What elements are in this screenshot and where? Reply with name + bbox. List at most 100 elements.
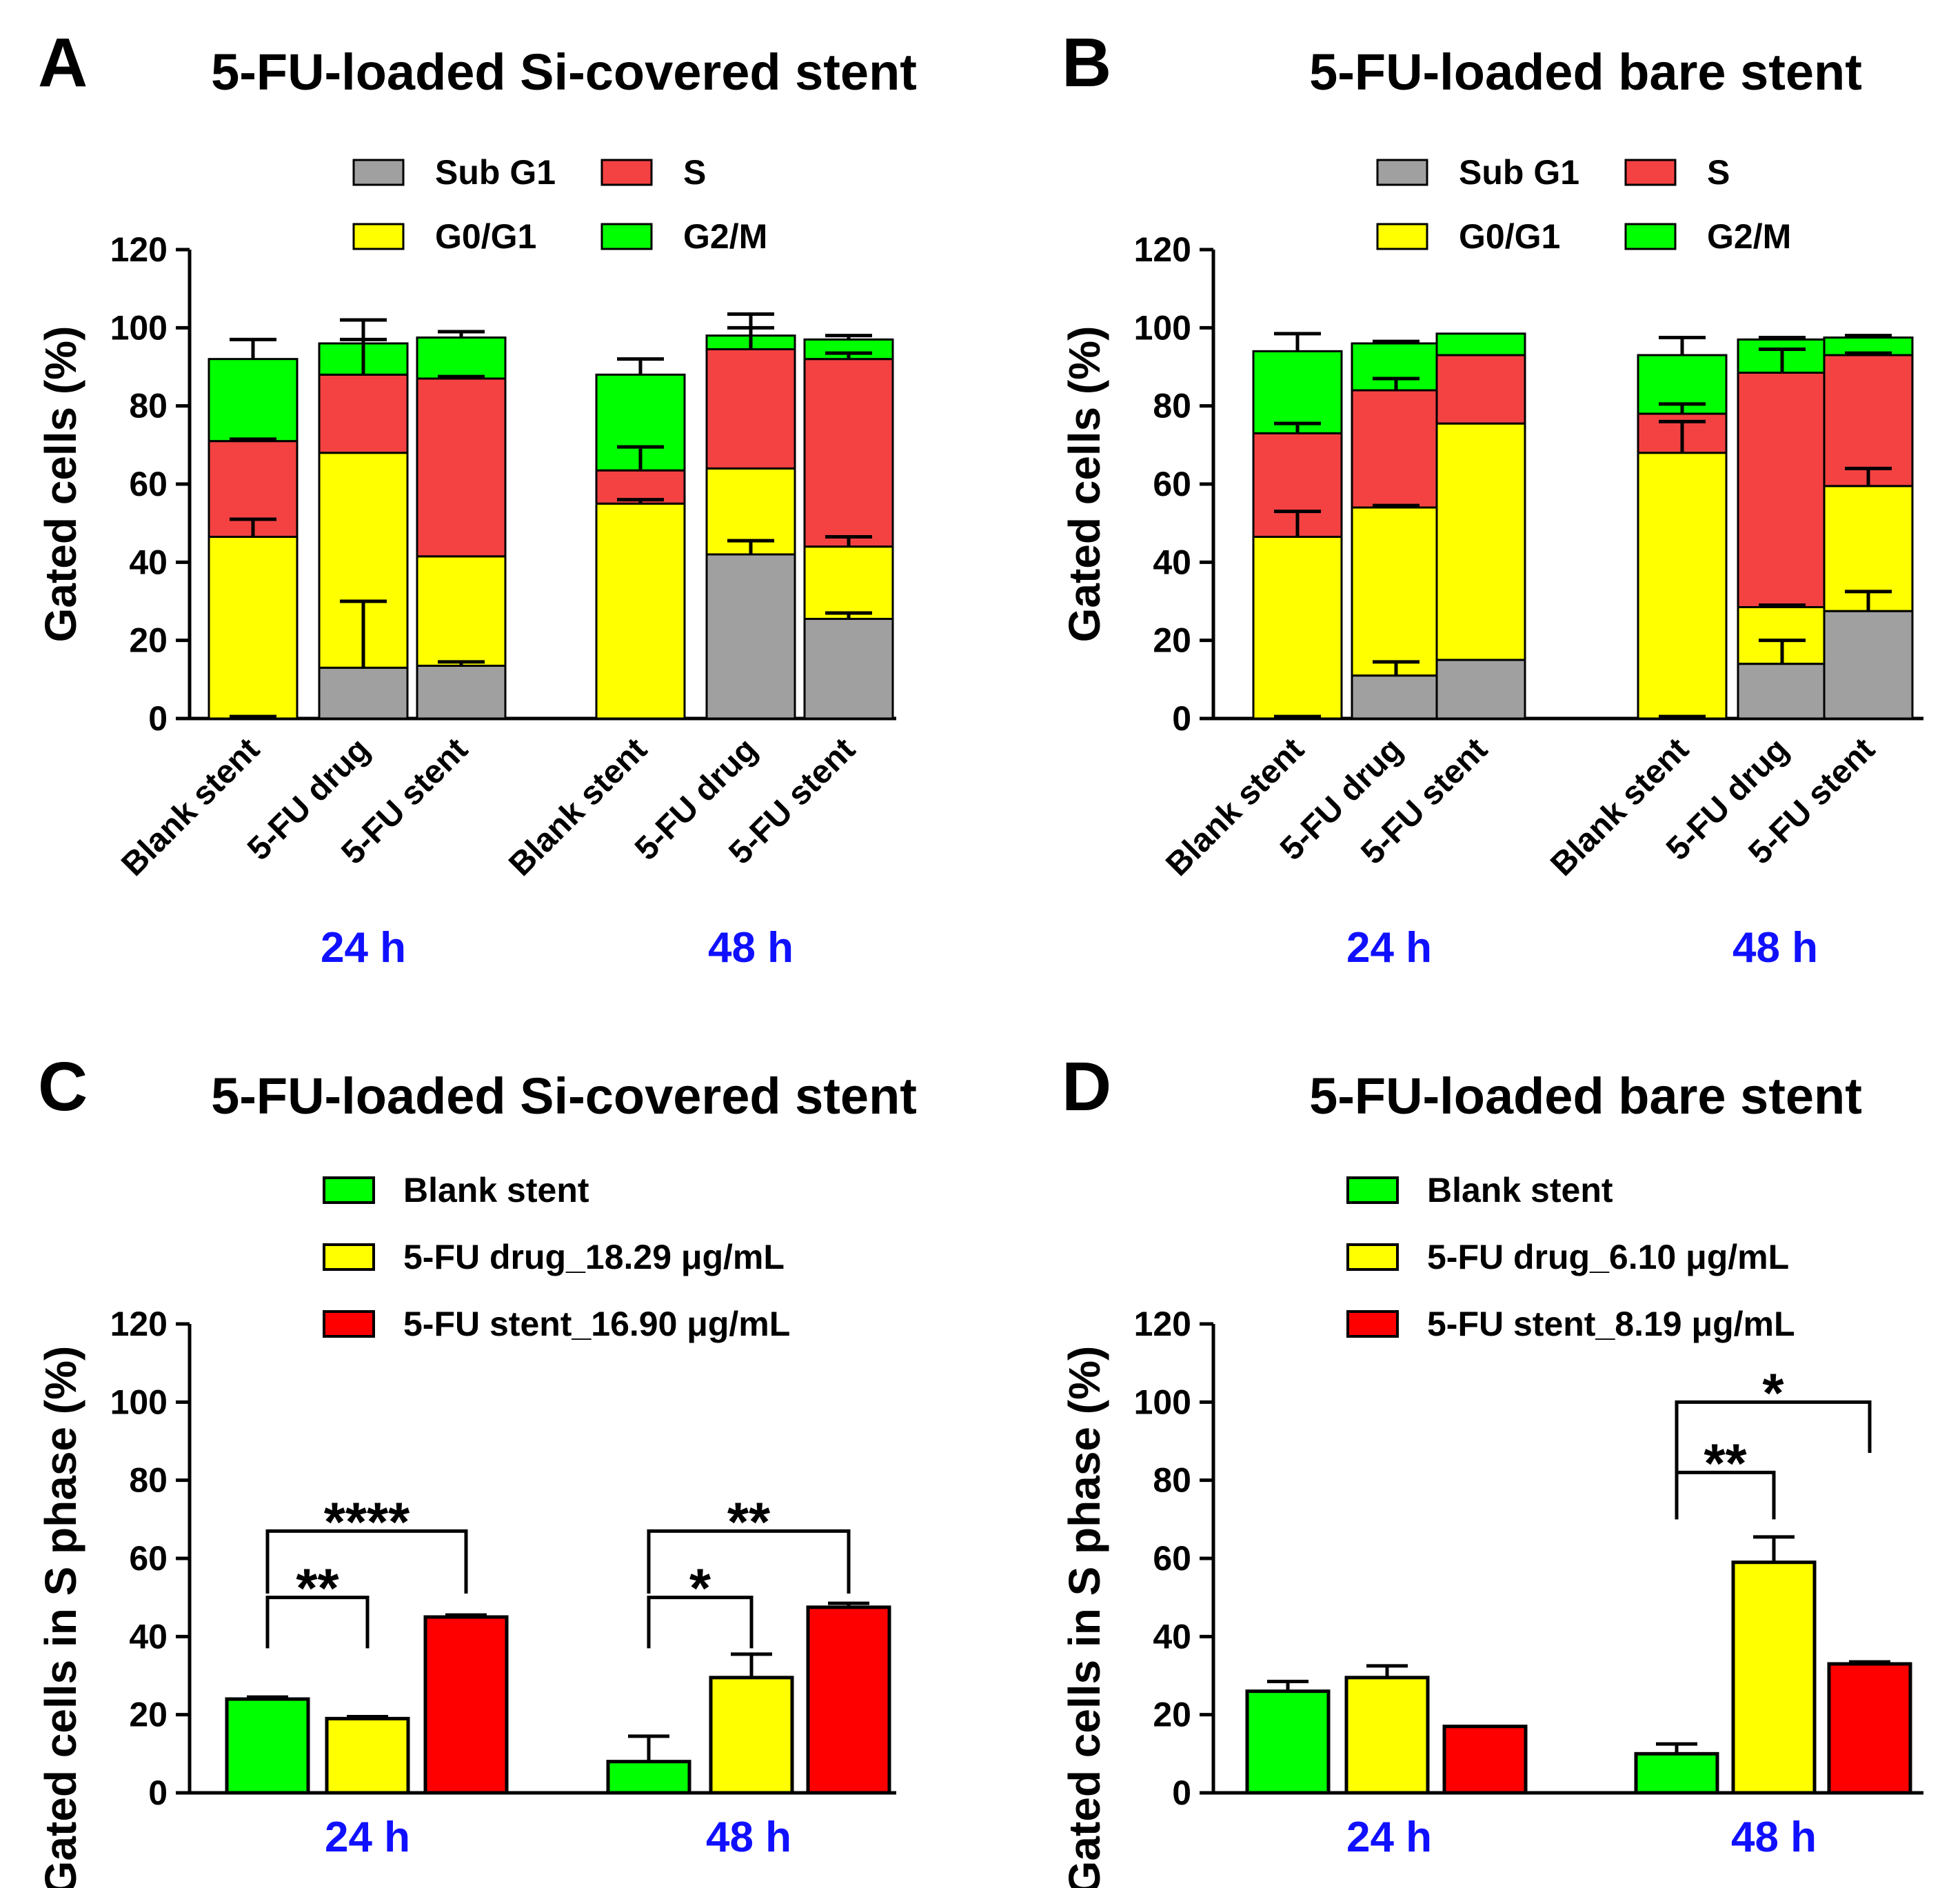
panel-letter: C: [38, 1048, 88, 1125]
bar-g0-g1: [208, 536, 299, 720]
x-group-label: 48 h: [1731, 1814, 1817, 1861]
bar-5-fu-stent: [1827, 1662, 1912, 1795]
chart-title: 5-FU-loaded bare stent: [1309, 43, 1862, 101]
y-tick-label: 120: [110, 230, 168, 269]
significance-bracket: [265, 1596, 370, 1649]
legend-swatch: [323, 1243, 375, 1271]
bar-g0-g1: [595, 502, 686, 720]
bar-5-fu-stent: [806, 1605, 891, 1795]
bar-s: [1737, 372, 1828, 608]
y-tick-label: 80: [129, 1461, 168, 1500]
significance-label: ****: [324, 1491, 410, 1552]
bar-g2-m: [208, 358, 299, 443]
y-tick-label: 120: [1134, 1305, 1191, 1343]
y-tick-label: 20: [1153, 621, 1191, 660]
y-tick-label: 120: [110, 1305, 168, 1343]
legend-swatch: [352, 223, 405, 250]
y-tick-label: 60: [129, 1539, 168, 1578]
x-category-label: Blank stent: [1544, 731, 1695, 883]
panel-c: C 5-FU-loaded Si-covered stent 0 20 40 60 80 10…: [36, 1048, 917, 1888]
y-tick-label: 100: [110, 1383, 168, 1421]
bar-g0-g1: [1435, 422, 1526, 661]
panel-a: A 5-FU-loaded Si-covered stent 0 20 40 60 80 10…: [36, 24, 917, 972]
x-category-label: Blank stent: [1159, 731, 1311, 883]
legend-label: S: [1707, 153, 1730, 192]
y-tick-label: 100: [1134, 1383, 1191, 1421]
y-tick-label: 120: [1134, 230, 1191, 269]
bar-s: [705, 348, 796, 470]
legend-label: 5-FU stent_8.19 μg/mL: [1427, 1305, 1795, 1343]
x-group-label: 48 h: [708, 924, 794, 972]
y-axis-label: Gated cells (%): [1060, 326, 1109, 643]
bar-sub-g1: [1351, 674, 1442, 720]
y-tick-label: 60: [1153, 465, 1191, 503]
y-axis-label: Gated cells (%): [36, 326, 85, 643]
bar-blank-stent: [1634, 1751, 1719, 1795]
legend-label: G2/M: [1707, 217, 1791, 256]
y-tick-label: 0: [148, 699, 168, 738]
significance-label: *: [689, 1558, 711, 1619]
legend-swatch: [1346, 1176, 1399, 1204]
y-tick-label: 0: [148, 1774, 168, 1812]
significance-label: **: [727, 1491, 771, 1552]
x-group-label: 24 h: [325, 1814, 410, 1861]
bar-g2-m: [1252, 350, 1343, 434]
y-tick-label: 80: [1153, 387, 1191, 425]
bar-g2-m: [416, 337, 507, 380]
bar-g2-m: [1435, 332, 1526, 356]
y-tick-label: 100: [110, 308, 168, 347]
bar-blank-stent: [606, 1760, 691, 1795]
bar-g0-g1: [1252, 536, 1343, 720]
y-tick-label: 80: [129, 387, 168, 425]
bar-sub-g1: [1737, 663, 1828, 720]
chart-title: 5-FU-loaded Si-covered stent: [211, 43, 917, 101]
legend-label: Blank stent: [403, 1171, 589, 1209]
x-group-label: 48 h: [706, 1814, 791, 1861]
y-tick-label: 100: [1134, 308, 1191, 347]
legend-swatch: [323, 1176, 375, 1204]
significance-bracket: [1675, 1400, 1872, 1520]
panel-letter: A: [38, 24, 88, 101]
bar-sub-g1: [803, 618, 894, 720]
significance-bracket: [647, 1529, 851, 1594]
panel-letter: B: [1062, 24, 1111, 101]
legend-swatch: [323, 1310, 375, 1338]
significance-label: *: [1762, 1362, 1784, 1423]
significance-bracket: [647, 1596, 754, 1649]
y-tick-label: 60: [1153, 1539, 1191, 1578]
legend-swatch: [1376, 223, 1428, 250]
panel-d: D 5-FU-loaded bare stent 0 20 40 60 80 100 120 Ga…: [1060, 1048, 1923, 1888]
legend-label: G0/G1: [1459, 217, 1560, 256]
bar-s: [1435, 354, 1526, 425]
legend-label: Blank stent: [1427, 1171, 1613, 1209]
panel-b: B 5-FU-loaded bare stent 0 20 40 60 80 100 120 Ga…: [1060, 24, 1923, 972]
legend-swatch: [1346, 1243, 1399, 1271]
legend-label: G0/G1: [435, 217, 536, 256]
panel-letter: D: [1062, 1048, 1111, 1125]
legend-swatch: [600, 159, 653, 186]
bar-g0-g1: [416, 555, 507, 667]
bar-blank-stent: [225, 1697, 310, 1795]
y-tick-label: 40: [1153, 543, 1191, 581]
bar-5-fu-stent: [1442, 1725, 1528, 1795]
legend-swatch: [352, 159, 405, 186]
legend-label: Sub G1: [435, 153, 556, 192]
bar-5-fu-drug: [1731, 1560, 1817, 1795]
x-category-label: Blank stent: [114, 731, 266, 883]
chart-title: 5-FU-loaded bare stent: [1309, 1067, 1862, 1125]
y-tick-label: 0: [1172, 1774, 1191, 1812]
x-group-label: 24 h: [1346, 924, 1432, 972]
bar-s: [803, 358, 894, 548]
legend-swatch: [1376, 159, 1428, 186]
legend-label: 5-FU stent_16.90 μg/mL: [403, 1305, 790, 1343]
bar-s: [1351, 389, 1442, 509]
significance-label: **: [296, 1558, 339, 1619]
bar-g0-g1: [1351, 506, 1442, 677]
legend-label: G2/M: [683, 217, 767, 256]
y-tick-label: 40: [129, 1617, 168, 1656]
chart-title: 5-FU-loaded Si-covered stent: [211, 1067, 917, 1125]
legend-label: Sub G1: [1459, 153, 1579, 192]
bar-sub-g1: [318, 666, 409, 720]
bar-s: [1823, 354, 1914, 488]
